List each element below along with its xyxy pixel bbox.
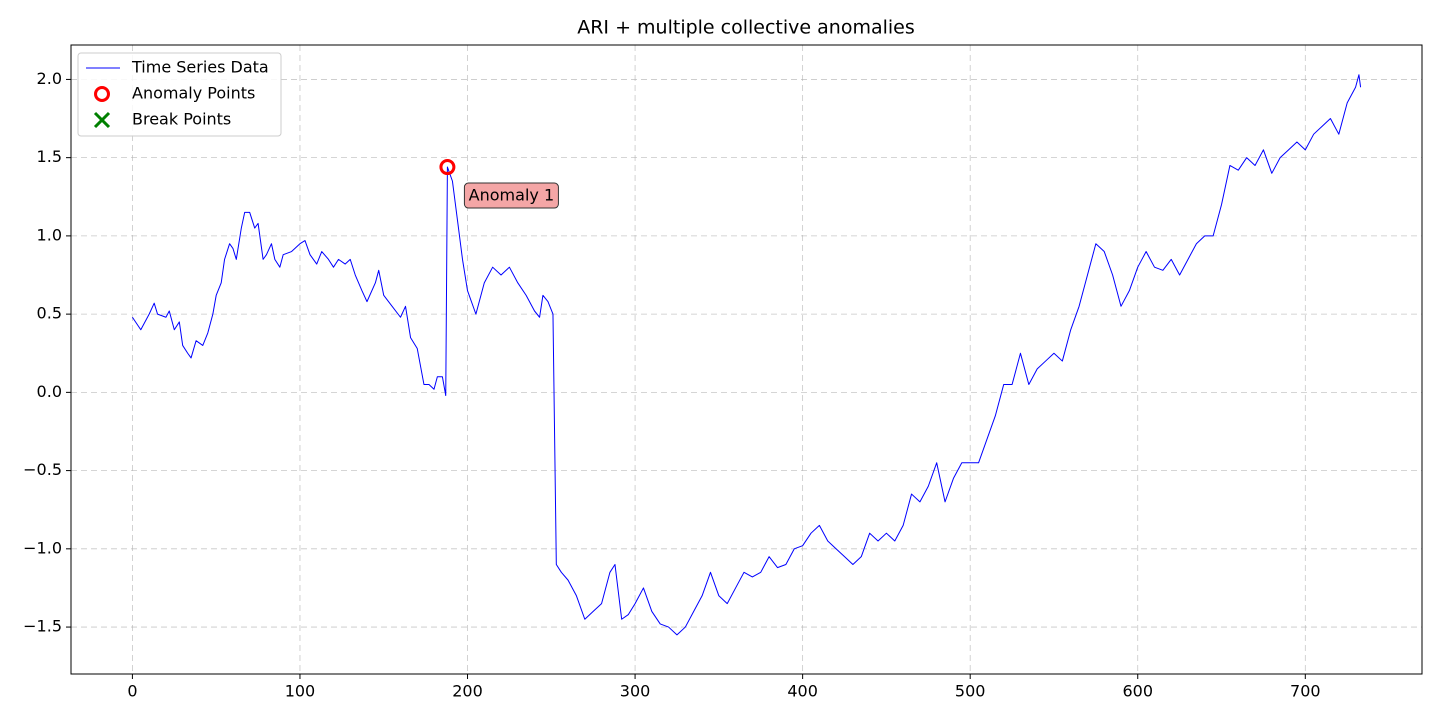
x-tick-label: 0 (127, 682, 137, 701)
x-tick-label: 600 (1122, 682, 1153, 701)
legend-label: Break Points (132, 110, 231, 129)
legend-label: Anomaly Points (132, 84, 255, 103)
legend-box (77, 52, 282, 137)
marker-circle (94, 86, 110, 102)
y-tick-label: 0.5 (37, 304, 62, 323)
x-tick-label: 100 (285, 682, 316, 701)
y-tick-label: 1.0 (37, 225, 62, 244)
y-tick-label: 1.5 (37, 147, 62, 166)
x-tick-label: 500 (955, 682, 986, 701)
y-tick-label: −1.5 (23, 617, 62, 636)
legend-label: Time Series Data (131, 58, 269, 77)
y-tick-label: −1.0 (23, 538, 62, 557)
annotation-text: Anomaly 1 (469, 186, 554, 205)
x-tick-label: 400 (787, 682, 818, 701)
marker-circle (439, 159, 456, 176)
marker-stroke (93, 111, 111, 129)
marker-x (93, 111, 111, 129)
y-tick-label: 0.0 (37, 382, 62, 401)
plot-frame (70, 44, 1423, 675)
data-line (131, 74, 1362, 636)
y-tick-label: −0.5 (23, 460, 62, 479)
chart-title: ARI + multiple collective anomalies (577, 17, 915, 39)
y-tick-label: 2.0 (37, 69, 62, 88)
annotation-box (463, 182, 559, 209)
x-tick-label: 700 (1290, 682, 1321, 701)
x-tick-label: 200 (452, 682, 483, 701)
x-tick-label: 300 (620, 682, 651, 701)
